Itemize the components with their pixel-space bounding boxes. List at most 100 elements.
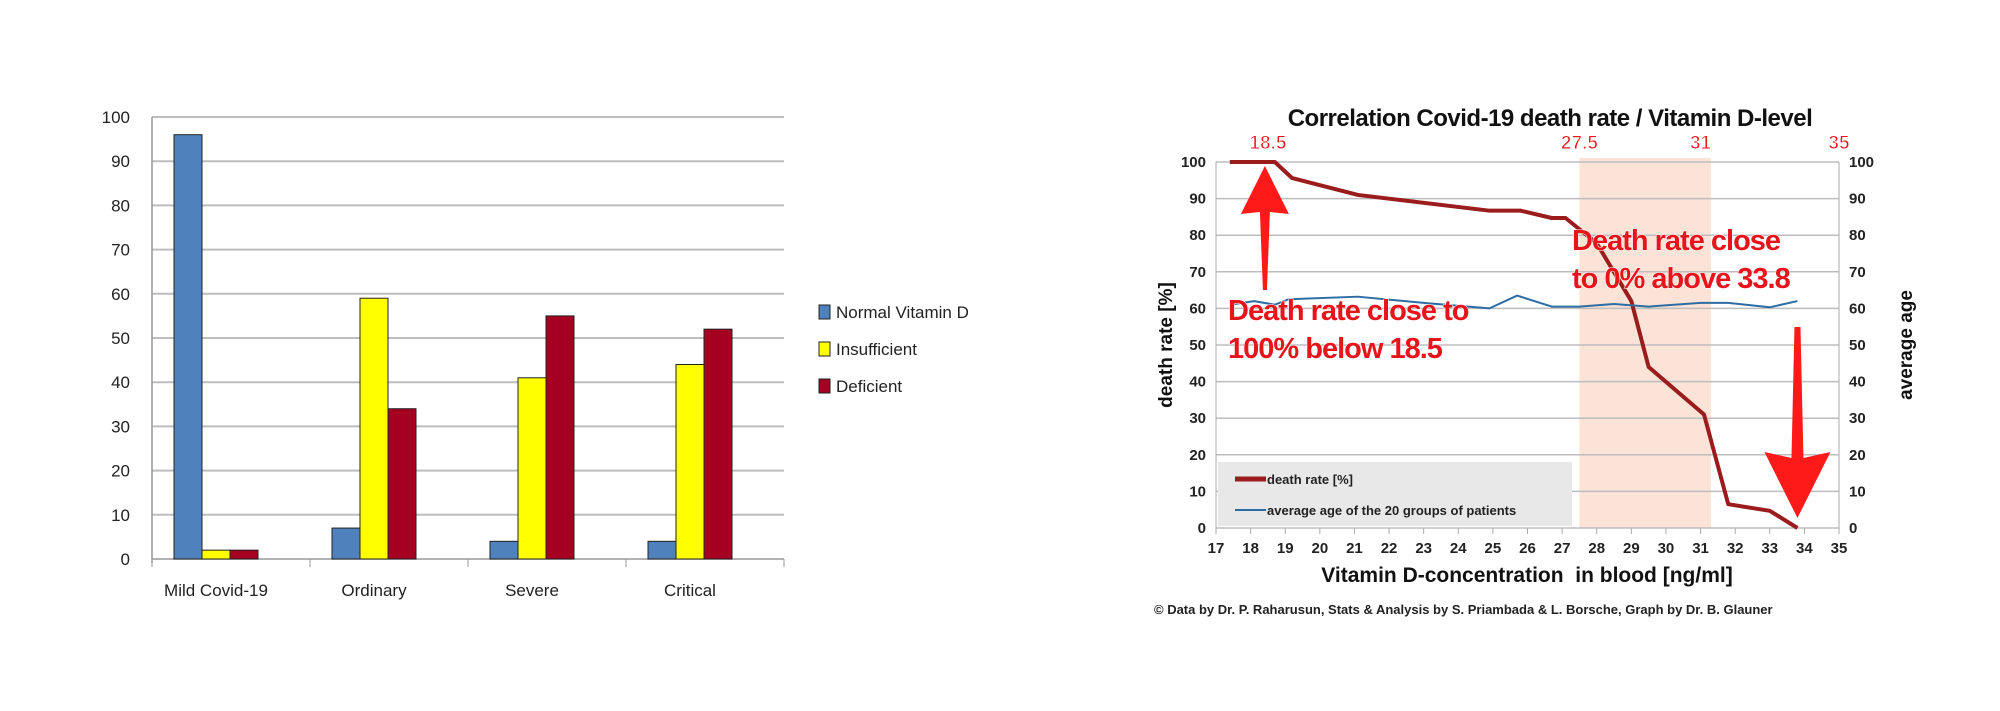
line-legend: death rate [%] average age of the 20 grou… [1235,472,1516,518]
x-tick-label: 32 [1727,540,1744,557]
death-rate-line [1229,160,1799,530]
arrow-down-icon [1764,327,1831,518]
x-tick-label: 19 [1277,540,1294,557]
shaded-band [1579,158,1711,528]
credit-text: © Data by Dr. P. Raharusun, Stats & Anal… [1154,602,1773,617]
x-tick-label: 35 [1831,540,1848,557]
x-tick-label: 21 [1346,540,1363,557]
y2-tick-label: 80 [1849,227,1866,244]
line-y-tick-labels: 0 10 20 30 40 50 60 70 80 90 100 [1181,154,1206,537]
y-tick-label: 30 [111,417,130,436]
x-tick-label: 20 [1311,540,1328,557]
top-marker-label: 31 [1690,133,1712,154]
y-tick-label: 10 [111,506,130,525]
y2-tick-label: 30 [1849,410,1866,427]
y2-tick-label: 0 [1849,520,1857,537]
top-marker-label: 18.5 [1249,133,1286,154]
y-tick-label: 40 [111,373,130,392]
bar-x-tick-labels: Mild Covid-19 Ordinary Severe Critical [164,581,716,600]
x-tick-label: 23 [1415,540,1432,557]
legend-swatch [818,378,831,394]
y-tick-label: 40 [1189,374,1206,391]
annotation-text: to 0% above 33.8 [1572,263,1791,295]
line-legend-box [1218,462,1572,526]
x-tick-label: 17 [1208,540,1225,557]
bar [201,549,231,560]
y2-tick-label: 100 [1849,154,1874,171]
bar [545,315,575,560]
y-tick-label: 10 [1189,483,1206,500]
arrow-up-icon [1240,166,1289,290]
bar [387,408,417,560]
x-axis-title: Vitamin D-concentration in blood [ng/ml] [1321,564,1732,587]
x-tick-label: 26 [1519,540,1536,557]
y2-tick-label: 10 [1849,483,1866,500]
y2-axis-title: average age [1896,290,1917,400]
bar [517,377,547,560]
x-tick-label: 29 [1623,540,1640,557]
x-tick-label: 25 [1485,540,1502,557]
line-x-tick-labels: 17 18 19 20 21 22 23 24 25 26 27 28 29 30 31 32 33 34 35 [1208,540,1848,557]
legend-label: Deficient [836,377,902,396]
y-tick-label: 20 [111,462,130,481]
average-age-line [1229,294,1798,310]
y-tick-label: 0 [121,550,130,569]
legend-label: Insufficient [836,340,917,359]
line-y2-tick-labels: 0 10 20 30 40 50 60 70 80 90 100 [1849,154,1874,537]
y2-tick-label: 40 [1849,374,1866,391]
top-marker-labels: 18.5 27.5 31 35 [1249,133,1851,155]
legend-swatch [818,304,831,320]
y2-tick-label: 50 [1849,337,1866,354]
x-tick-label: 24 [1450,540,1467,557]
x-tick-label: 33 [1761,540,1778,557]
y2-tick-label: 70 [1849,264,1866,281]
bar-marks [173,134,733,560]
line-chart-title: Correlation Covid-19 death rate / Vitami… [1288,105,1813,132]
y-tick-label: 100 [102,108,130,127]
x-tick-label: 34 [1796,540,1813,557]
y-tick-label: 50 [111,329,130,348]
y-tick-label: 100 [1181,154,1206,171]
y-tick-label: 90 [1189,191,1206,208]
y-tick-label: 0 [1198,520,1206,537]
bar-y-tick-labels: 0 10 20 30 40 50 60 70 80 90 100 [102,108,130,569]
annotation-text: Death rate close [1572,225,1781,257]
y-tick-label: 70 [1189,264,1206,281]
y-tick-label: 90 [111,152,130,171]
annotation-text: 100% below 18.5 [1228,333,1443,365]
x-tick-label: 30 [1658,540,1675,557]
x-tick-label: 22 [1381,540,1398,557]
y-axis-title: death rate [%] [1156,282,1177,408]
bar-chart: 0 10 20 30 40 50 60 70 80 90 100 Mild Covid-19 Ordi… [102,108,969,600]
y2-tick-label: 90 [1849,191,1866,208]
bar [173,134,203,560]
top-marker-label: 27.5 [1561,133,1598,154]
y-tick-label: 80 [111,196,130,215]
bar-legend: Normal Vitamin D Insufficient Deficient [818,303,969,396]
y-tick-label: 20 [1189,447,1206,464]
bar [675,364,705,560]
x-tick-label: Mild Covid-19 [164,581,268,600]
y-tick-label: 70 [111,241,130,260]
top-marker-label: 35 [1828,133,1850,154]
x-tick-label: Ordinary [341,581,407,600]
annotation-text: Death rate close to [1228,295,1469,327]
annotations: Death rate close to 100% below 18.5 Death … [1228,166,1831,518]
y-tick-label: 50 [1189,337,1206,354]
legend-label: death rate [%] [1267,472,1353,487]
y-tick-label: 80 [1189,227,1206,244]
x-tick-label: 28 [1588,540,1605,557]
y-tick-label: 60 [111,285,130,304]
line-chart: 0 10 20 30 40 50 60 70 80 90 100 0 10 20 30 40 50 60 70 80… [1154,105,1917,617]
y-tick-label: 30 [1189,410,1206,427]
legend-label: average age of the 20 groups of patients [1267,503,1516,518]
legend-swatch [818,341,831,357]
bar [647,540,677,560]
bar [359,297,389,560]
bar [703,328,733,560]
y-tick-label: 60 [1189,300,1206,317]
x-tick-label: 31 [1692,540,1709,557]
bar [489,540,519,560]
legend-label: Normal Vitamin D [836,303,969,322]
